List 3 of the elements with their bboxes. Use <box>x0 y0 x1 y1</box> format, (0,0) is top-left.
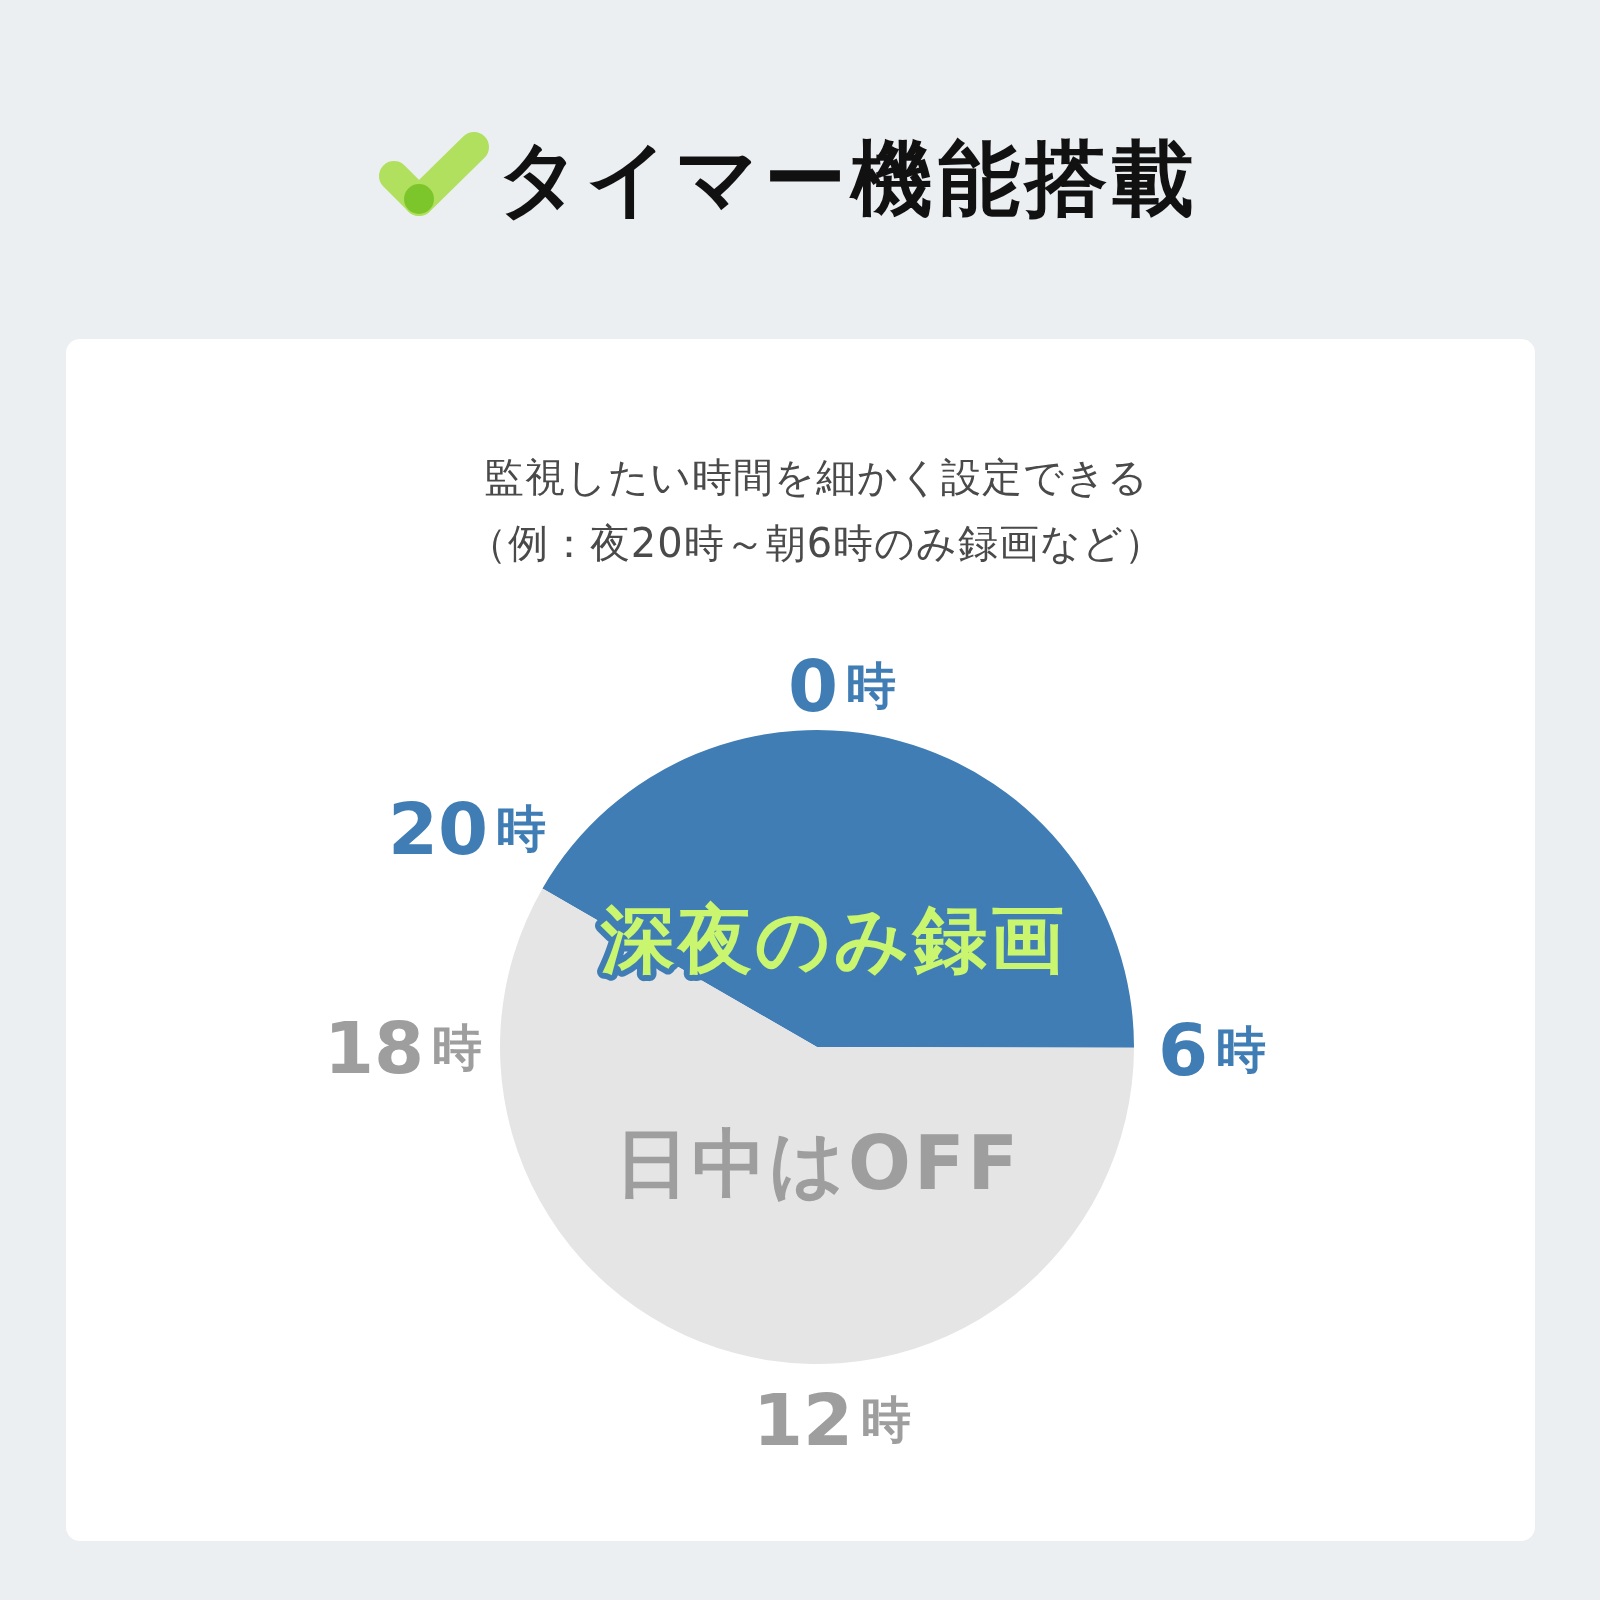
slice-label: 日中はOFF <box>614 1120 1022 1206</box>
chart-subtitle: 監視したい時間を細かく設定できる（例：夜20時～朝6時のみ録画など） <box>466 454 1166 566</box>
chart-title: タイマー機能搭載 <box>497 130 1199 226</box>
